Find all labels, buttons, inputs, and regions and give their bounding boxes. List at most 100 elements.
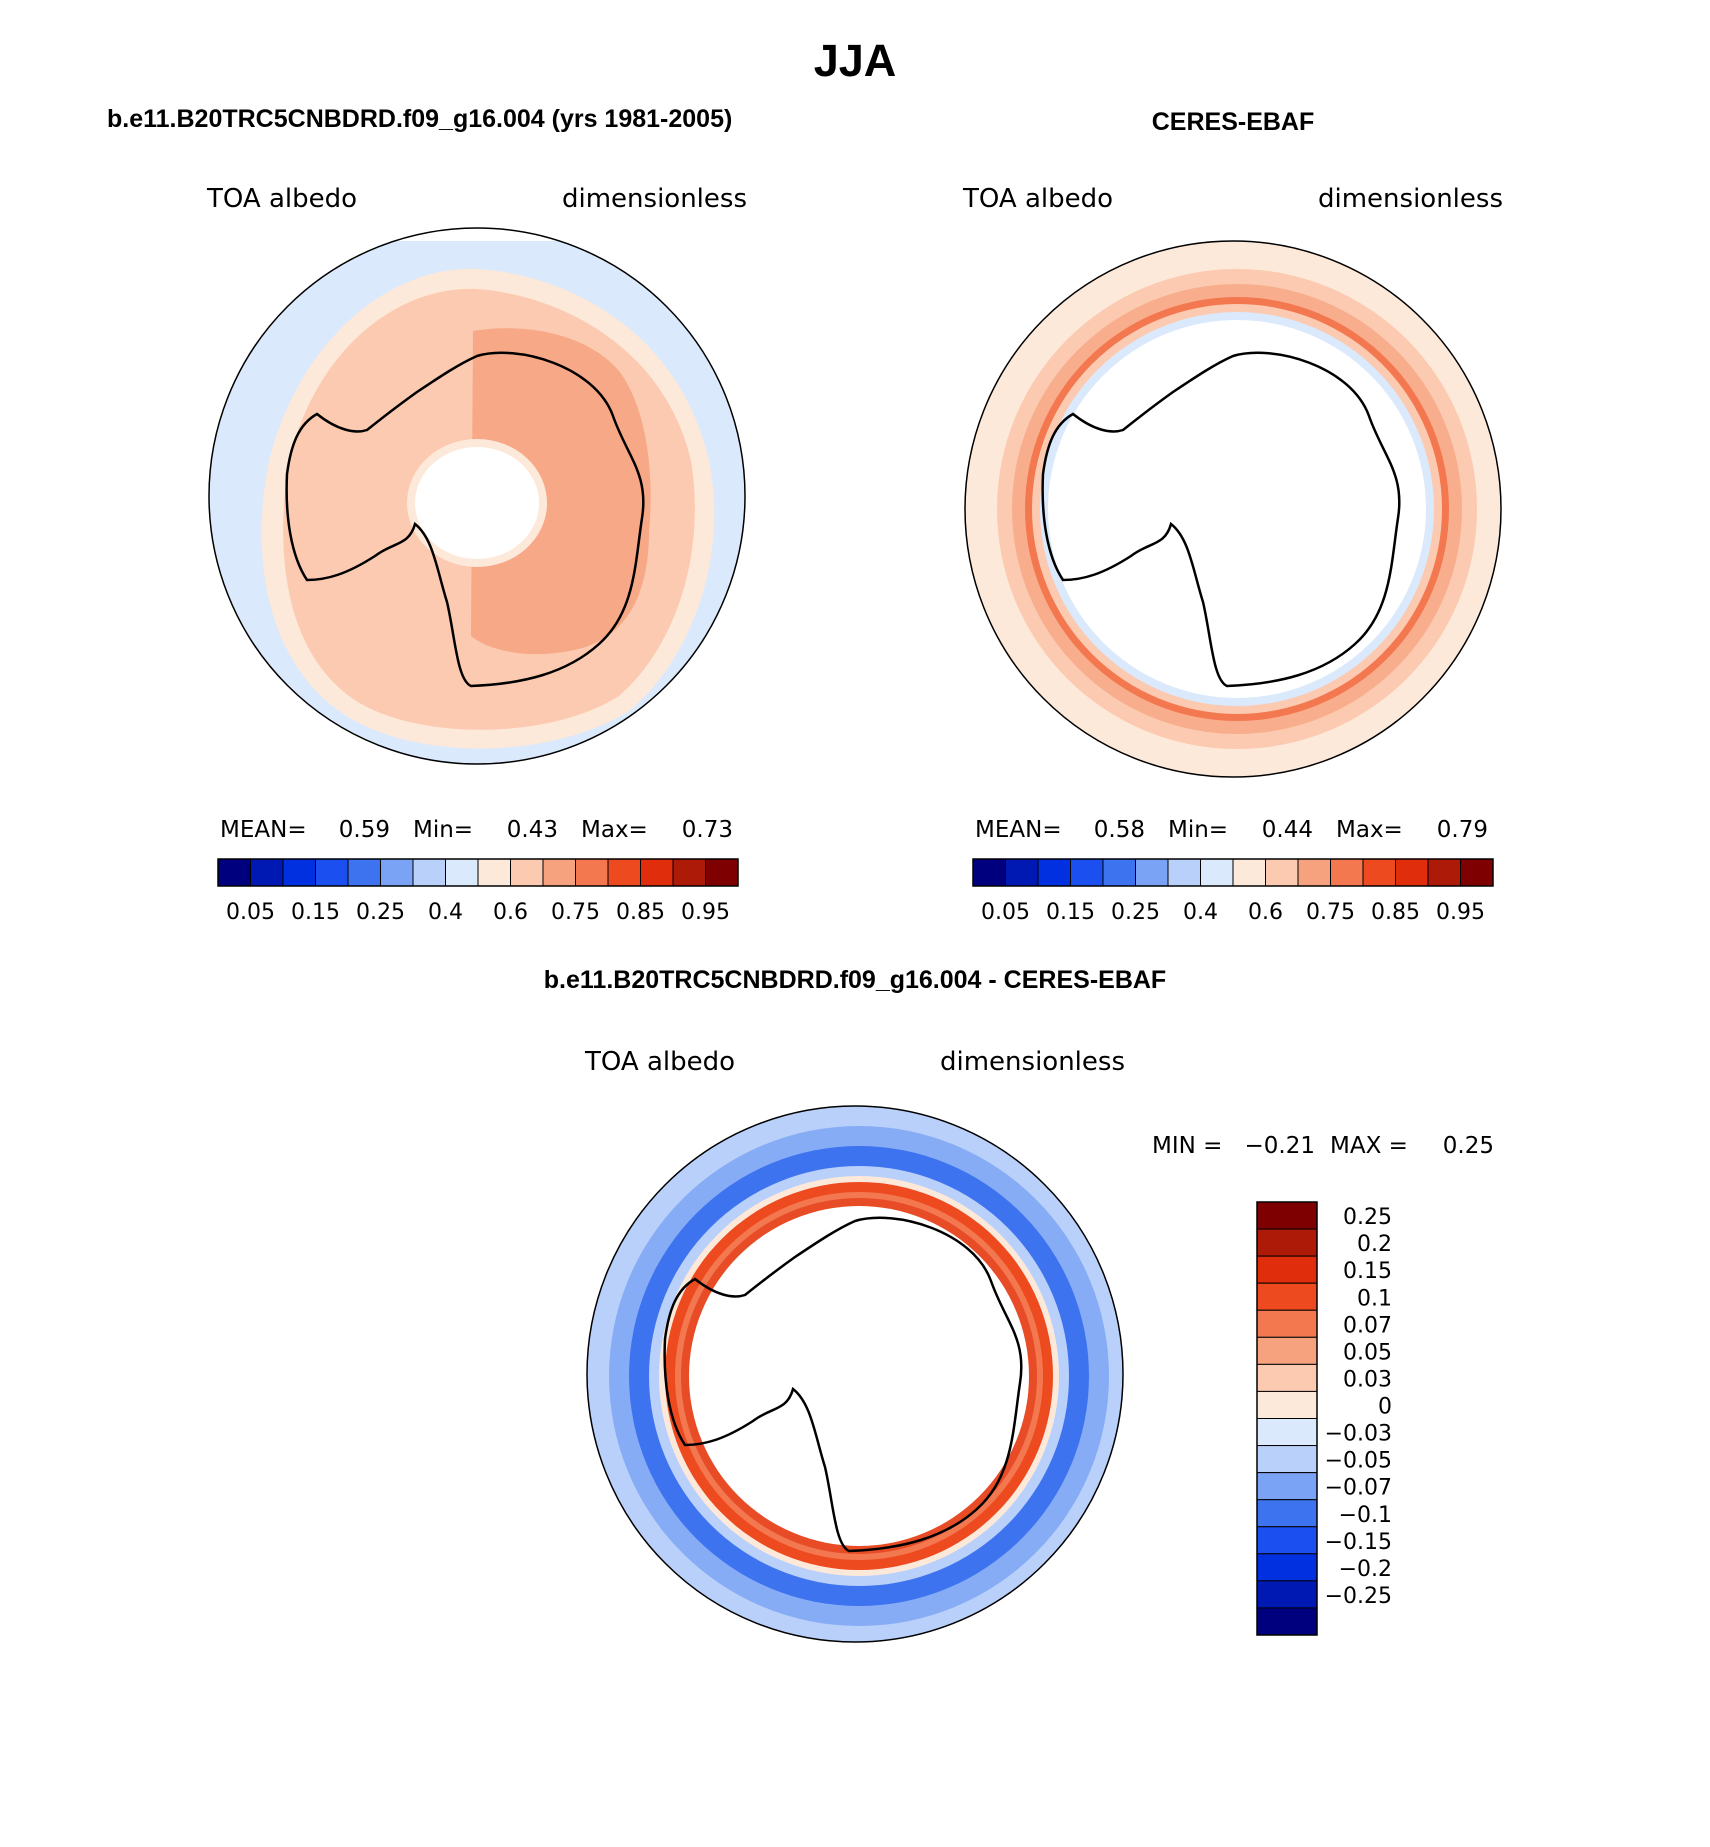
- colorbar-swatch: [380, 858, 414, 887]
- units-label: dimensionless: [1318, 184, 1503, 214]
- colorbar-swatch: [1256, 1526, 1318, 1555]
- colorbar-swatch: [1256, 1499, 1318, 1528]
- colorbar-tick-label: 0.15: [291, 900, 340, 925]
- min-value: −0.21: [1245, 1133, 1315, 1159]
- polar-map: [586, 1105, 1124, 1643]
- colorbar-swatch: [1256, 1390, 1318, 1419]
- panel-title: b.e11.B20TRC5CNBDRD.f09_g16.004 (yrs 198…: [107, 105, 732, 133]
- colorbar-swatch: [1256, 1418, 1318, 1447]
- colorbar-swatch: [1232, 858, 1266, 887]
- colorbar-swatch: [1037, 858, 1071, 887]
- colorbar-tick-label: 0.1: [1357, 1286, 1392, 1311]
- colorbar-frame: [217, 858, 739, 887]
- mean-value: 0.58: [1094, 817, 1145, 843]
- max-label: Max=: [581, 817, 648, 843]
- colorbar-tick-label: 0.75: [551, 900, 600, 925]
- panel-model: b.e11.B20TRC5CNBDRD.f09_g16.004 (yrs 198…: [107, 105, 747, 925]
- colorbar-tick-label: −0.25: [1325, 1584, 1392, 1609]
- colorbar-swatch: [1200, 858, 1234, 887]
- colorbar-frame: [972, 858, 1494, 887]
- colorbar-swatch: [510, 858, 544, 887]
- colorbar-tick-label: 0.4: [1183, 900, 1218, 925]
- colorbar-swatch: [250, 858, 284, 887]
- colorbar-swatch: [1256, 1255, 1318, 1284]
- colorbar-swatch: [1256, 1363, 1318, 1392]
- colorbar: 0.05 0.15 0.25 0.4 0.6 0.75 0.85 0.95: [217, 858, 739, 925]
- colorbar-tick-label: −0.07: [1325, 1476, 1392, 1501]
- colorbar-swatch: [1256, 1607, 1318, 1636]
- colorbar-swatch: [1256, 1201, 1318, 1230]
- map-boundary: [586, 1105, 1124, 1643]
- colorbar-swatch: [575, 858, 609, 887]
- colorbar-tick-label: 0.07: [1343, 1313, 1392, 1338]
- map-field: [587, 1106, 1123, 1642]
- colorbar-swatch: [445, 858, 479, 887]
- colorbar-tick-label: −0.2: [1339, 1557, 1392, 1582]
- field-plateau: [471, 328, 651, 655]
- polar-map: [964, 240, 1502, 778]
- colorbar-swatch: [1256, 1336, 1318, 1365]
- panel-title: CERES-EBAF: [1152, 108, 1315, 136]
- colorbar-frame: [1256, 1201, 1318, 1636]
- colorbar-tick-label: 0.2: [1357, 1232, 1392, 1257]
- panel-obs: CERES-EBAF TOA albedo dimensionless MEAN…: [962, 108, 1503, 925]
- colorbar-swatch: [1427, 858, 1461, 887]
- max-value: 0.79: [1437, 817, 1488, 843]
- colorbar-swatch: [1330, 858, 1364, 887]
- colorbar: 0.05 0.15 0.25 0.4 0.6 0.75 0.85 0.95: [972, 858, 1494, 925]
- colorbar-tick-label: 0.95: [1436, 900, 1485, 925]
- colorbar-tick-label: 0: [1378, 1395, 1392, 1420]
- colorbar-swatch: [1256, 1553, 1318, 1582]
- colorbar-swatch: [347, 858, 381, 887]
- colorbar-swatch: [1256, 1228, 1318, 1257]
- max-value: 0.25: [1443, 1133, 1494, 1159]
- colorbar-swatch: [1256, 1445, 1318, 1474]
- colorbar-tick-label: 0.25: [356, 900, 405, 925]
- colorbar-tick-label: 0.03: [1343, 1367, 1392, 1392]
- colorbar-tick-label: 0.95: [681, 900, 730, 925]
- panel-diff: b.e11.B20TRC5CNBDRD.f09_g16.004 - CERES-…: [544, 966, 1494, 1643]
- colorbar-tick-label: 0.25: [1343, 1205, 1392, 1230]
- stats-line: MIN = −0.21 MAX = 0.25: [1152, 1133, 1494, 1159]
- colorbar-swatch: [1362, 858, 1396, 887]
- figure-title: JJA: [814, 35, 897, 86]
- colorbar-swatch: [1167, 858, 1201, 887]
- mean-label: MEAN=: [220, 817, 307, 843]
- colorbar-tick-label: 0.85: [616, 900, 665, 925]
- colorbar-tick-label: −0.1: [1339, 1503, 1392, 1528]
- colorbar-tick-label: 0.15: [1046, 900, 1095, 925]
- panel-title: b.e11.B20TRC5CNBDRD.f09_g16.004 - CERES-…: [544, 966, 1166, 994]
- colorbar-swatch: [1070, 858, 1104, 887]
- colorbar-swatch: [1265, 858, 1299, 887]
- colorbar-swatch: [217, 858, 251, 887]
- field-missing-pole: [689, 1206, 1029, 1546]
- colorbar-swatch: [1135, 858, 1169, 887]
- colorbar: 0.250.20.150.10.070.050.030−0.03−0.05−0.…: [1256, 1201, 1392, 1636]
- colorbar-tick-label: 0.75: [1306, 900, 1355, 925]
- colorbar-tick-label: −0.03: [1325, 1422, 1392, 1447]
- colorbar-swatch: [1256, 1282, 1318, 1311]
- colorbar-swatch: [1256, 1309, 1318, 1338]
- variable-label: TOA albedo: [206, 184, 357, 214]
- colorbar-swatch: [1395, 858, 1429, 887]
- min-value: 0.43: [507, 817, 558, 843]
- max-label: Max=: [1336, 817, 1403, 843]
- colorbar-tick-label: 0.15: [1343, 1259, 1392, 1284]
- colorbar-swatch: [477, 858, 511, 887]
- mean-label: MEAN=: [975, 817, 1062, 843]
- colorbar-swatch: [1256, 1472, 1318, 1501]
- polar-map: [208, 227, 746, 765]
- min-label: Min=: [413, 817, 473, 843]
- colorbar-tick-label: 0.05: [1343, 1340, 1392, 1365]
- colorbar-tick-label: 0.05: [226, 900, 275, 925]
- map-field: [209, 241, 745, 764]
- map-boundary: [208, 227, 746, 765]
- field-missing-pole: [415, 447, 539, 559]
- colorbar-swatch: [1005, 858, 1039, 887]
- stats-line: MEAN= 0.59 Min= 0.43 Max= 0.73: [220, 817, 733, 843]
- colorbar-tick-label: 0.6: [493, 900, 528, 925]
- stats-line: MEAN= 0.58 Min= 0.44 Max= 0.79: [975, 817, 1488, 843]
- min-label: MIN =: [1152, 1133, 1222, 1159]
- variable-label: TOA albedo: [962, 184, 1113, 214]
- variable-label: TOA albedo: [584, 1047, 735, 1077]
